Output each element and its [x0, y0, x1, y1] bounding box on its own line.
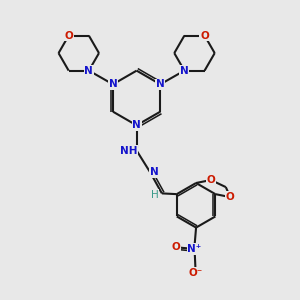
- Text: N: N: [109, 79, 117, 89]
- Text: O: O: [172, 242, 180, 253]
- Text: NH: NH: [120, 146, 137, 156]
- Text: N: N: [85, 66, 93, 76]
- Text: N: N: [156, 79, 165, 89]
- Text: O: O: [207, 175, 215, 185]
- Text: N⁺: N⁺: [188, 244, 202, 254]
- Text: O: O: [64, 31, 73, 40]
- Text: H: H: [151, 190, 158, 200]
- Text: N: N: [132, 120, 141, 130]
- Text: O: O: [226, 192, 235, 202]
- Text: N: N: [150, 167, 159, 177]
- Text: N: N: [180, 66, 189, 76]
- Text: O: O: [200, 31, 209, 40]
- Text: O⁻: O⁻: [188, 268, 203, 278]
